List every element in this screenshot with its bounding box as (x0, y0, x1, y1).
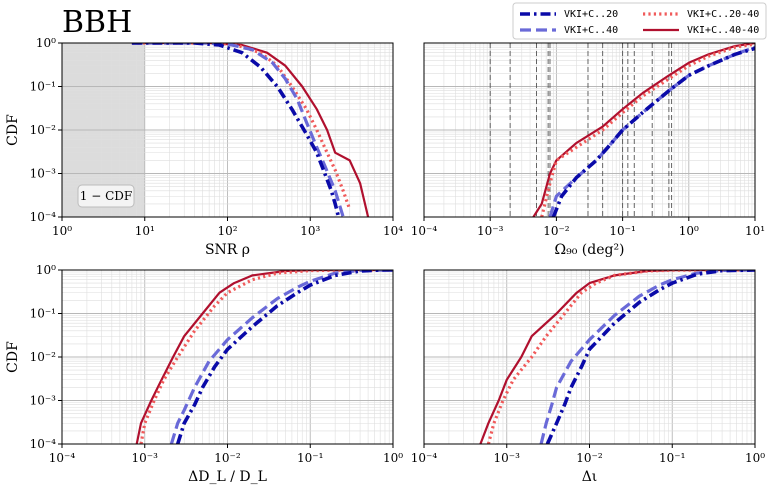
series-line-VKI+C..20-40 (139, 270, 393, 444)
y-tick-label: 10⁻⁴ (30, 437, 57, 451)
x-axis-label: Δι (582, 469, 598, 485)
y-tick-label: 10⁻³ (30, 394, 57, 408)
x-tick-label: 10¹ (135, 224, 155, 238)
x-tick-label: 10⁻³ (477, 224, 504, 238)
x-tick-label: 10⁰ (679, 224, 699, 238)
y-tick-label: 10⁻¹ (30, 307, 56, 321)
x-tick-label: 10⁻² (543, 224, 570, 238)
legend-label-0: VKI+C..20 (564, 9, 618, 20)
legend-box (512, 2, 767, 40)
x-tick-label: 10⁻¹ (609, 224, 635, 238)
x-tick-label: 10¹ (745, 224, 765, 238)
panel-top-left: 10⁰ 10¹ 10² 10³ 10⁴ 10⁻⁴ 10⁻³ 10⁻² 10⁻¹ 10⁰ SNR ρ C… (5, 36, 403, 258)
x-tick-label: 10⁻⁴ (411, 451, 438, 465)
x-tick-label: 10⁻² (576, 451, 603, 465)
x-axis-label: Ω₉₀ (deg²) (554, 242, 624, 258)
x-axis-label: SNR ρ (205, 242, 250, 258)
legend-label-2: VKI+C..40 (564, 25, 618, 36)
x-tick-label: 10⁻³ (132, 451, 159, 465)
x-tick-label: 10⁰ (745, 451, 765, 465)
series-line-VKI+C..40 (169, 270, 393, 444)
panel-bottom-left: 10⁻⁴ 10⁻³ 10⁻² 10⁻¹ 10⁰ 10⁻⁴ 10⁻³ 10⁻² 10⁻¹ 10⁰ ΔD… (5, 263, 403, 485)
panel-top-right: 10⁻⁴ 10⁻³ 10⁻² 10⁻¹ 10⁰ 10¹ Ω₉₀ (deg²) (411, 42, 765, 258)
y-axis-label: CDF (5, 341, 21, 373)
series-line-VKI+C..20 (131, 43, 341, 217)
axes-frame (423, 42, 756, 218)
x-tick-label: 10² (217, 224, 237, 238)
series-line-VKI+C..40 (539, 270, 755, 444)
y-tick-label: 10⁰ (36, 36, 56, 50)
legend-label-3: VKI+C..40-40 (687, 25, 759, 36)
series-line-VKI+C..20 (551, 46, 755, 217)
figure-title: BBH (62, 5, 132, 40)
series-line-VKI+C..40-40 (532, 43, 755, 217)
x-axis-label: ΔD_L / D_L (188, 469, 267, 485)
x-tick-label: 10⁻¹ (659, 451, 685, 465)
x-tick-label: 10⁻⁴ (49, 451, 76, 465)
annotation-box (77, 184, 135, 208)
series-line-VKI+C..20 (175, 270, 393, 444)
x-tick-label: 10³ (300, 224, 320, 238)
y-tick-label: 10⁻² (30, 123, 57, 137)
series-line-VKI+C..40 (131, 43, 345, 217)
annotation-label: 1 − CDF (80, 189, 132, 203)
y-tick-label: 10⁰ (36, 263, 56, 277)
y-tick-label: 10⁻³ (30, 167, 57, 181)
x-tick-label: 10⁰ (383, 451, 403, 465)
x-tick-label: 10⁻¹ (297, 451, 323, 465)
series-line-VKI+C..20-40 (540, 43, 755, 217)
legend-label-1: VKI+C..20-40 (687, 9, 759, 20)
panels: 10⁰ 10¹ 10² 10³ 10⁴ 10⁻⁴ 10⁻³ 10⁻² 10⁻¹ 10⁰ SNR ρ C… (5, 36, 765, 485)
x-tick-label: 10⁴ (383, 224, 403, 238)
panel-bottom-right: 10⁻⁴ 10⁻³ 10⁻² 10⁻¹ 10⁰ Δι (411, 269, 765, 485)
x-tick-label: 10⁻³ (494, 451, 521, 465)
x-tick-label: 10⁻⁴ (411, 224, 438, 238)
y-tick-label: 10⁻² (30, 350, 57, 364)
legend: VKI+C..20 VKI+C..20-40 VKI+C..40 VKI+C..… (512, 2, 767, 40)
x-tick-label: 10⁻² (214, 451, 241, 465)
y-axis-label: CDF (5, 114, 21, 146)
y-tick-label: 10⁻¹ (30, 80, 56, 94)
series-line-VKI+C..20-40 (131, 43, 352, 210)
series-line-VKI+C..20 (545, 270, 755, 444)
y-tick-label: 10⁻⁴ (30, 210, 57, 224)
x-tick-label: 10⁰ (52, 224, 72, 238)
